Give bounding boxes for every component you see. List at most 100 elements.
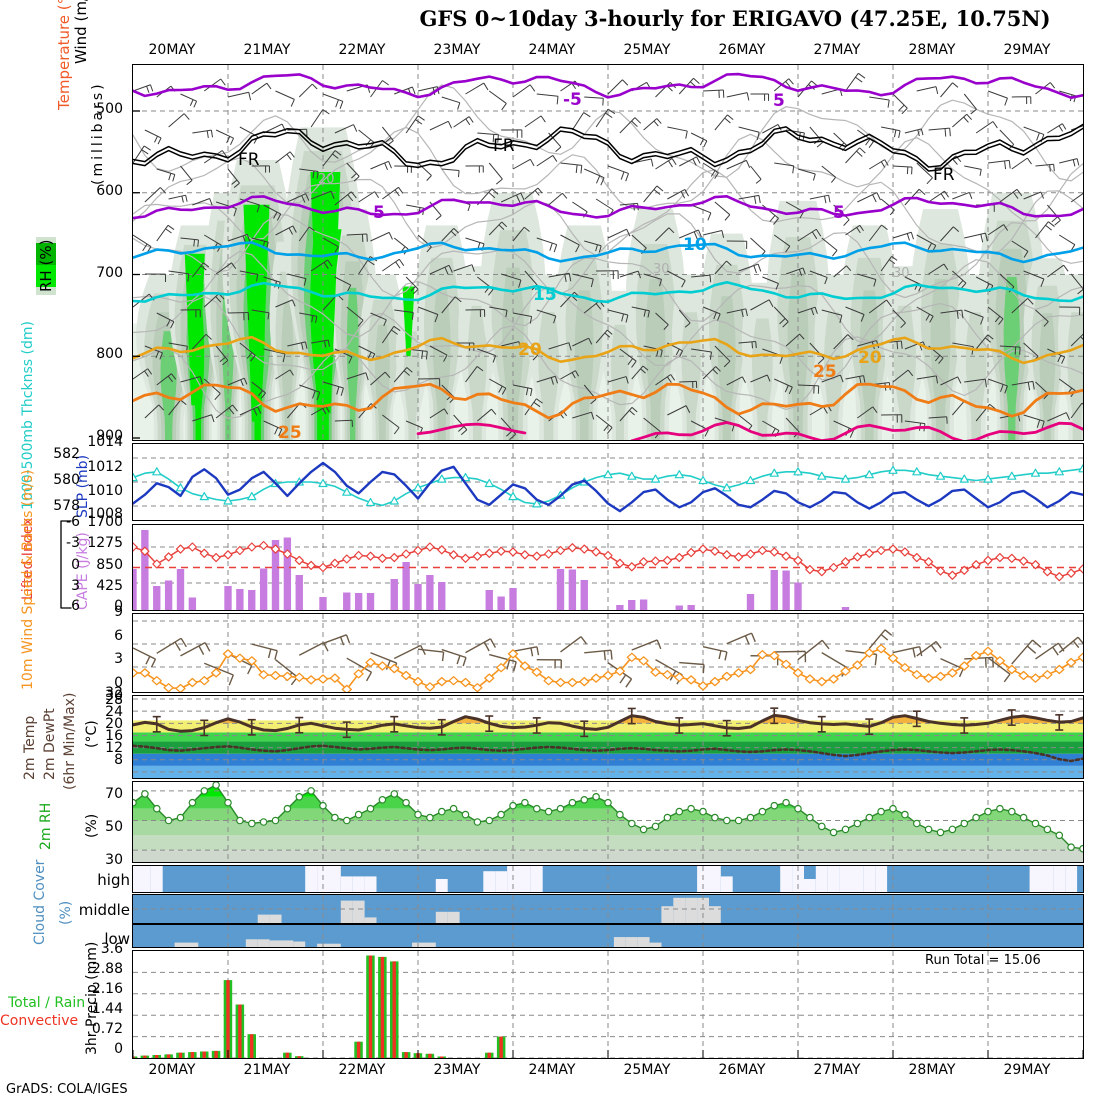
tick-label: 30 [105,688,123,704]
tick-label: 6 [71,598,80,614]
tick-label: 2.16 [91,981,123,997]
isotherm-label: 5 [373,203,385,223]
panel-li-cape [132,524,1084,611]
tick-label: 1014 [87,434,123,450]
tick-label: 1700 [87,514,123,530]
day-label-28may: 28MAY [908,1062,956,1078]
page-title: GFS 0~10day 3-hourly for ERIGAVO (47.25E… [419,6,1051,31]
day-label-26may: 26MAY [718,1062,766,1078]
isotherm-label: 5 [833,203,845,223]
isotherm-label: 5 [773,91,785,111]
tick-label: 3 [71,578,80,594]
tick-label: 1012 [87,459,123,475]
day-label-25may: 25MAY [623,42,671,58]
axis-label-rh: RH (%) [36,236,56,295]
tick-label: 28 [105,692,123,708]
wind-contour-label: 30 [893,266,910,281]
day-label-27may: 27MAY [813,42,861,58]
isotherm-label: 20 [518,340,542,360]
axis-label-precip: 3hr Precip (mm) [84,941,100,1055]
day-label-28may: 28MAY [908,42,956,58]
cloud-row-label-low: low [104,930,130,948]
axis-label-cloud-cover: Cloud Cover [32,859,48,945]
tick-label: 850 [96,557,123,573]
panel-li-cape-svg [133,525,1083,610]
day-label-24may: 24MAY [528,1062,576,1078]
day-label-23may: 23MAY [433,1062,481,1078]
panel-precip-svg [133,951,1083,1058]
tick-label: -6 [66,514,80,530]
cloud-row-label-middle: middle [78,901,130,919]
panel-cloud-middle-svg [133,895,1083,923]
isotherm-label: 20 [858,348,882,368]
cloud-row-label-high: high [97,871,130,889]
axis-label-wind: Wind (m/s) [72,0,90,64]
day-label-21may: 21MAY [243,1062,291,1078]
panel-slp-thickness-svg [133,444,1083,520]
wind-contour-label: 20 [318,172,335,187]
tick-label: 578 [53,498,80,514]
tick-label: 32 [105,685,123,701]
panel-cloud-low [132,924,1084,948]
tick-label: 1275 [87,535,123,551]
panel-cloud-high [132,865,1084,893]
tick-label: 580 [53,472,80,488]
tick-label: 3.6 [100,941,123,957]
tick-label: 9 [114,604,123,620]
tick-label: 0 [114,675,123,691]
panel-slp-thickness [132,443,1084,521]
day-label-20may: 20MAY [148,1062,196,1078]
day-label-22may: 22MAY [338,42,386,58]
axis-label-temperature: Temperature (°C) [55,0,73,110]
freezing-level-label: FR [933,165,955,185]
day-label-26may: 26MAY [718,42,766,58]
freezing-level-label: FR [493,136,515,156]
day-label-27may: 27MAY [813,1062,861,1078]
day-label-29may: 29MAY [1003,1062,1051,1078]
legend-total: Total [8,995,41,1011]
isotherm-label: -5 [563,90,582,110]
tick-label: -3 [66,535,80,551]
axis-label-2m-rh: 2m RH [38,802,54,850]
panel-10m-wind [132,613,1084,693]
panel-2m-rh [132,781,1084,863]
day-label-23may: 23MAY [433,42,481,58]
isotherm-label: 25 [278,423,302,440]
panel-10m-wind-svg [133,614,1083,692]
tick-label: 12 [105,740,123,756]
tick-label: 16 [105,728,123,744]
tick-label: 2.88 [91,961,123,977]
tick-label: 900 [96,428,123,444]
day-label-21may: 21MAY [243,42,291,58]
legend-total-rain: Total / Rain [8,995,85,1011]
tick-label: 0.72 [91,1021,123,1037]
tick-label: 0 [71,557,80,573]
panel-cloud-middle [132,894,1084,924]
tick-label: 24 [105,704,123,720]
axis-label-2m-dewpt: 2m DewPt [42,708,58,780]
freezing-level-label: FR [238,150,260,170]
tick-label: 70 [105,786,123,802]
tick-label: 1010 [87,483,123,499]
tick-label: 600 [96,182,123,199]
isotherm-label: 15 [533,285,557,305]
tick-label: 0 [114,598,123,614]
tick-label: 1008 [87,506,123,522]
tick-label: 425 [96,578,123,594]
isotherm-label: 10 [683,235,707,255]
panel-cloud-high-svg [133,866,1083,892]
panel-2m-temp [132,695,1084,779]
tick-label: 700 [96,264,123,281]
tick-label: 20 [105,716,123,732]
tick-label: 6 [114,628,123,644]
isotherm-label: 25 [813,362,837,382]
tick-label: 0 [114,1041,123,1057]
tick-label: 500 [96,101,123,117]
axis-label-rh-text: RH (%) [36,236,56,295]
panel-2m-rh-svg [133,782,1083,862]
tick-label: 30 [105,852,123,868]
tick-label: 582 [53,446,80,462]
tick-label: 1.44 [91,1001,123,1017]
